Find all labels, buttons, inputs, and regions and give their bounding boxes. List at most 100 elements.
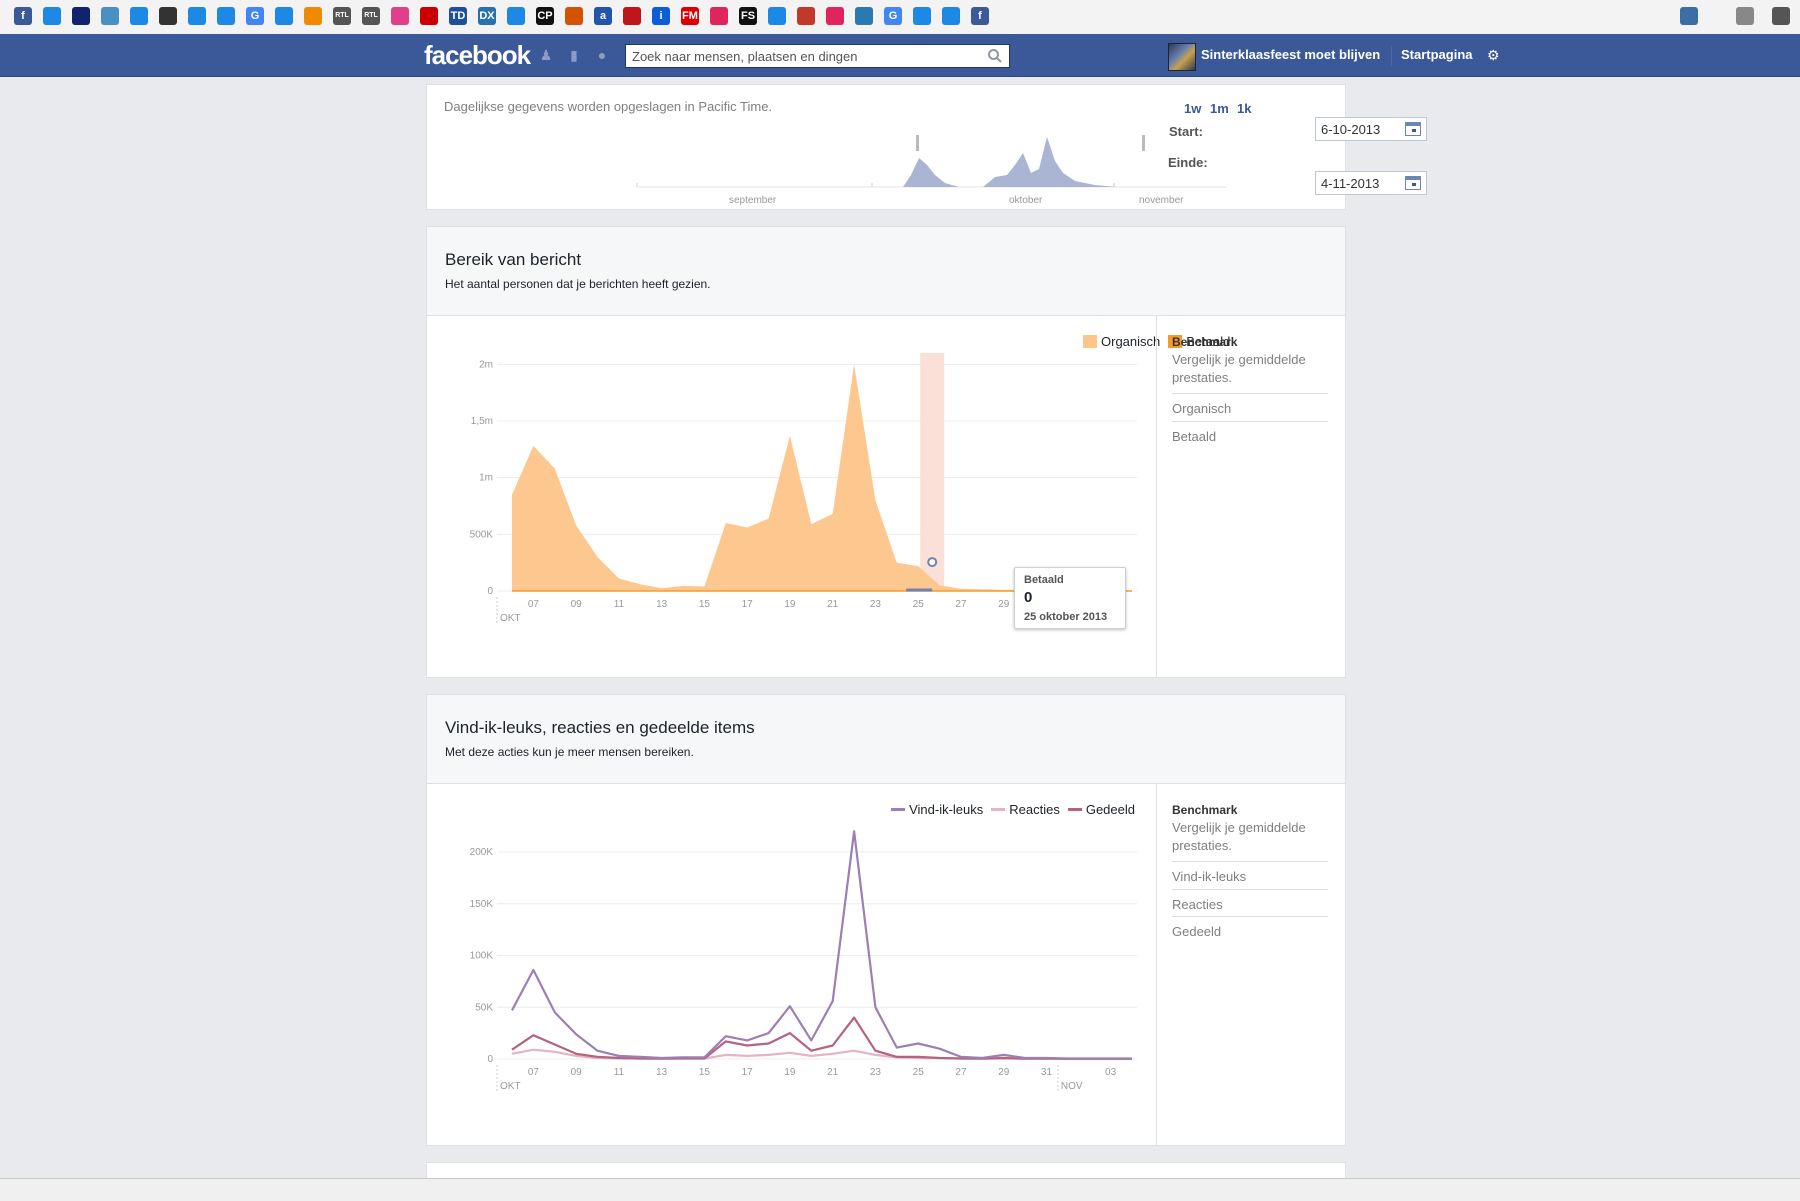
- legend-shares[interactable]: Gedeeld: [1067, 802, 1135, 817]
- benchmark-description: Vergelijk je gemiddelde prestaties.: [1172, 820, 1306, 853]
- x-tick-label: 15: [699, 1067, 711, 1078]
- start-date-label: Start:: [1169, 124, 1203, 139]
- ie-icon[interactable]: [913, 7, 931, 25]
- range-quarter-link[interactable]: 1k: [1237, 101, 1252, 116]
- benchmark-panel: Benchmark Vergelijk je gemiddelde presta…: [1156, 783, 1345, 1145]
- weather-icon[interactable]: [101, 7, 119, 25]
- range-1-week-link[interactable]: 1w: [1184, 101, 1202, 116]
- facebook-logo[interactable]: facebook: [424, 40, 531, 70]
- ball-icon[interactable]: [565, 7, 583, 25]
- cp-icon[interactable]: CP: [536, 7, 554, 25]
- divider: [1391, 46, 1392, 66]
- google-icon[interactable]: G: [884, 7, 902, 25]
- x-tick-label: 07: [528, 599, 540, 610]
- legend-likes[interactable]: Vind-ik-leuks: [891, 802, 983, 817]
- calendar-icon[interactable]: [1405, 176, 1421, 190]
- x-tick-label: 11: [614, 1067, 625, 1078]
- engagement-chart[interactable]: 0 50K 100K 150K 200K 07 09 11 13 15 17 19 21 23 25 27 29…: [427, 783, 1155, 1145]
- search-box[interactable]: [625, 44, 1010, 68]
- bird-icon[interactable]: [304, 7, 322, 25]
- ie-icon[interactable]: [130, 7, 148, 25]
- y-tick-label: 200K: [470, 847, 494, 858]
- month-label: NOV: [1061, 1081, 1083, 1092]
- home-icon[interactable]: [1680, 7, 1698, 25]
- gear-icon[interactable]: ⚙: [1487, 47, 1500, 63]
- benchmark-shares[interactable]: Gedeeld: [1172, 916, 1328, 939]
- google-icon[interactable]: G: [246, 7, 264, 25]
- month-label: OKT: [500, 1081, 521, 1092]
- ie-icon[interactable]: [43, 7, 61, 25]
- hover-highlight-band: [920, 353, 945, 591]
- month-label: september: [729, 195, 777, 206]
- rtl-icon[interactable]: RTL: [333, 7, 351, 25]
- end-date-field[interactable]: 4-11-2013: [1315, 171, 1427, 195]
- range-handle-end[interactable]: [1142, 135, 1145, 151]
- range-1-month-link[interactable]: 1m: [1210, 101, 1229, 116]
- td-icon[interactable]: TD: [449, 7, 467, 25]
- x-tick-label: 21: [827, 599, 839, 610]
- x-tick-label: 31: [1041, 1067, 1053, 1078]
- benchmark-organic[interactable]: Organisch: [1172, 393, 1328, 416]
- legend-organic[interactable]: Organisch: [1083, 334, 1160, 349]
- section-subtitle: Het aantal personen dat je berichten hee…: [445, 277, 711, 291]
- chevron-down-icon[interactable]: [1772, 7, 1790, 25]
- y-tick-label: 0: [487, 1054, 493, 1065]
- y-tick-label: 100K: [470, 951, 494, 962]
- legend-comments[interactable]: Reacties: [991, 802, 1060, 817]
- flower-icon[interactable]: [710, 7, 728, 25]
- legend-label: Organisch: [1101, 334, 1161, 349]
- fs-icon[interactable]: FS: [739, 7, 757, 25]
- series-area-organisch: [512, 364, 1132, 591]
- bbc-icon[interactable]: [420, 7, 438, 25]
- y-tick-label: 0: [487, 586, 493, 597]
- rtl-icon[interactable]: RTL: [362, 7, 380, 25]
- facebook-header: facebook ♟ ▮ ● Sinterklaasfeest moet bli…: [0, 34, 1800, 77]
- ie-icon[interactable]: [942, 7, 960, 25]
- map-icon[interactable]: [855, 7, 873, 25]
- benchmark-paid[interactable]: Betaald: [1172, 421, 1328, 444]
- facebook-icon[interactable]: f: [14, 7, 32, 25]
- legend-label: Vind-ik-leuks: [909, 802, 984, 817]
- printer-icon[interactable]: [159, 7, 177, 25]
- info-icon[interactable]: i: [652, 7, 670, 25]
- ie-icon[interactable]: [217, 7, 235, 25]
- messages-icon[interactable]: ▮: [570, 47, 578, 63]
- benchmark-comments[interactable]: Reacties: [1172, 889, 1328, 912]
- search-input[interactable]: [632, 47, 972, 65]
- home-link[interactable]: Startpagina: [1401, 47, 1473, 62]
- y-tick-label: 2m: [479, 359, 493, 370]
- ie-icon[interactable]: [768, 7, 786, 25]
- y-tick-label: 150K: [470, 899, 494, 910]
- section-title: Bereik van bericht: [445, 250, 582, 269]
- cog-icon[interactable]: [797, 7, 815, 25]
- dx-icon[interactable]: DX: [478, 7, 496, 25]
- search-icon[interactable]: [987, 48, 1003, 64]
- ie-icon[interactable]: [188, 7, 206, 25]
- friend-requests-icon[interactable]: ♟: [539, 47, 553, 63]
- benchmark-panel: Benchmark Vergelijk je gemiddelde presta…: [1156, 315, 1345, 677]
- ie-icon[interactable]: [507, 7, 525, 25]
- puzzle-icon[interactable]: [391, 7, 409, 25]
- legend-paid[interactable]: Betaald: [1168, 334, 1230, 349]
- x-tick-label: 15: [699, 599, 711, 610]
- x-tick-label: 29: [998, 599, 1010, 610]
- x-tick-label: 21: [827, 1067, 839, 1078]
- overview-sparkline[interactable]: september oktober november: [627, 125, 1267, 207]
- start-date-field[interactable]: 6-10-2013: [1315, 117, 1427, 141]
- x-tick-label: 23: [870, 1067, 882, 1078]
- range-handle-start[interactable]: [916, 135, 919, 151]
- facebook-icon[interactable]: f: [971, 7, 989, 25]
- benchmark-likes[interactable]: Vind-ik-leuks: [1172, 861, 1328, 884]
- fm-icon[interactable]: FM: [681, 7, 699, 25]
- avatar[interactable]: [1168, 43, 1196, 71]
- letter-a-icon[interactable]: a: [594, 7, 612, 25]
- rss-icon[interactable]: [1736, 7, 1754, 25]
- user-name-link[interactable]: Sinterklaasfeest moet blijven: [1201, 47, 1381, 62]
- notifications-globe-icon[interactable]: ●: [597, 47, 607, 63]
- calendar-icon[interactable]: [1405, 122, 1421, 136]
- ie-icon[interactable]: [275, 7, 293, 25]
- nu-icon[interactable]: [72, 7, 90, 25]
- shield-icon[interactable]: [623, 7, 641, 25]
- flower-icon[interactable]: [826, 7, 844, 25]
